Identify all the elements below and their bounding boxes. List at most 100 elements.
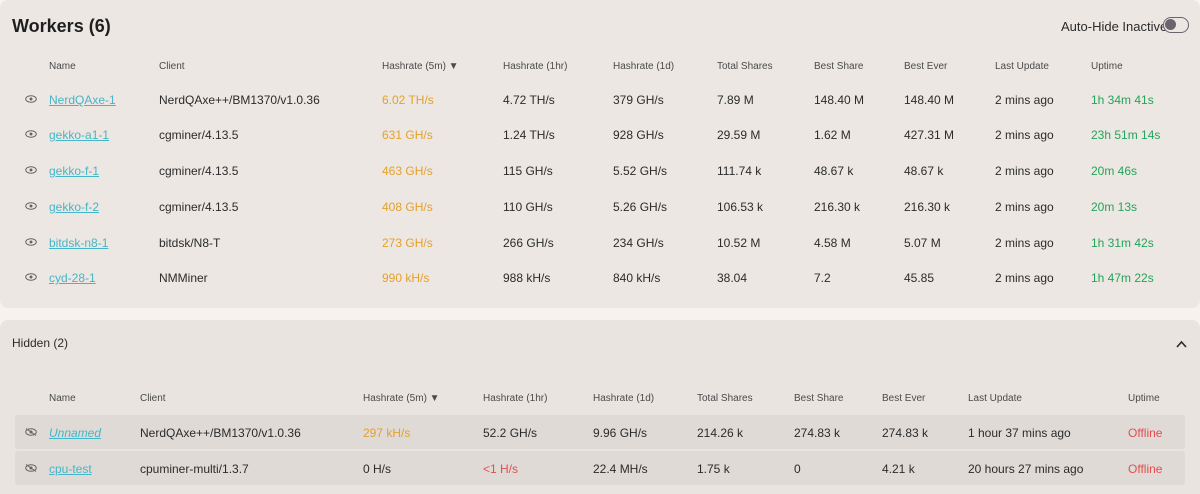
col-hashrate-1d[interactable]: Hashrate (1d) (613, 61, 675, 72)
worker-total-shares: 10.52 M (717, 236, 761, 250)
hidden-worker-best-share: 0 (794, 462, 801, 476)
hidden-worker-uptime: Offline (1128, 462, 1163, 476)
hidden-worker-name-link[interactable]: cpu-test (49, 462, 92, 476)
worker-uptime: 23h 51m 14s (1091, 128, 1161, 142)
worker-best-ever: 45.85 (904, 271, 935, 285)
hidden-col-hashrate-5m[interactable]: Hashrate (5m) ▼ (363, 393, 440, 404)
col-last-update[interactable]: Last Update (995, 61, 1049, 72)
hidden-col-hashrate-1hr[interactable]: Hashrate (1hr) (483, 393, 548, 404)
col-name: Name (49, 61, 76, 72)
worker-hashrate-1hr: 266 GH/s (503, 236, 554, 250)
worker-best-share: 7.2 (814, 271, 831, 285)
eye-icon[interactable] (25, 202, 37, 210)
worker-total-shares: 111.74 k (717, 164, 762, 178)
eye-icon[interactable] (25, 130, 37, 138)
hidden-worker-best-share: 274.83 k (794, 426, 841, 440)
worker-name-link[interactable]: NerdQAxe-1 (49, 93, 116, 107)
col-total-shares[interactable]: Total Shares (717, 61, 773, 72)
hidden-col-last-update[interactable]: Last Update (968, 393, 1022, 404)
worker-best-share: 148.40 M (814, 93, 865, 107)
worker-best-ever: 216.30 k (904, 200, 951, 214)
worker-hashrate-1d: 5.26 GH/s (613, 200, 668, 214)
worker-last-update: 2 mins ago (995, 128, 1054, 142)
hidden-col-client: Client (140, 393, 166, 404)
hidden-row-bg (15, 451, 1185, 485)
worker-uptime: 20m 46s (1091, 164, 1138, 178)
worker-best-share: 4.58 M (814, 236, 851, 250)
worker-hashrate-5m: 990 kH/s (382, 271, 430, 285)
hidden-worker-uptime: Offline (1128, 426, 1163, 440)
hidden-worker-hashrate-1hr: 52.2 GH/s (483, 426, 538, 440)
worker-best-share: 216.30 k (814, 200, 861, 214)
hidden-worker-hashrate-1d: 22.4 MH/s (593, 462, 648, 476)
hidden-col-best-ever[interactable]: Best Ever (882, 393, 926, 404)
auto-hide-toggle[interactable] (1163, 17, 1189, 33)
eye-icon[interactable] (25, 238, 37, 246)
eye-off-icon[interactable] (25, 428, 37, 436)
worker-last-update: 2 mins ago (995, 164, 1054, 178)
hidden-col-best-share[interactable]: Best Share (794, 393, 844, 404)
hidden-row-bg (15, 415, 1185, 449)
hidden-worker-last-update: 1 hour 37 mins ago (968, 426, 1071, 440)
worker-last-update: 2 mins ago (995, 93, 1054, 107)
worker-hashrate-1hr: 4.72 TH/s (503, 93, 555, 107)
worker-hashrate-1hr: 1.24 TH/s (503, 128, 555, 142)
worker-client: NerdQAxe++/BM1370/v1.0.36 (159, 93, 320, 107)
hidden-col-total-shares[interactable]: Total Shares (697, 393, 753, 404)
toggle-knob (1165, 19, 1176, 30)
worker-best-ever: 48.67 k (904, 164, 944, 178)
worker-client: bitdsk/N8-T (159, 236, 221, 250)
worker-hashrate-5m: 6.02 TH/s (382, 93, 434, 107)
worker-name-link[interactable]: cyd-28-1 (49, 271, 96, 285)
workers-panel (0, 0, 1200, 308)
chevron-up-icon[interactable] (1176, 340, 1187, 348)
eye-icon[interactable] (25, 273, 37, 281)
worker-client: cgminer/4.13.5 (159, 128, 239, 142)
col-best-ever[interactable]: Best Ever (904, 61, 948, 72)
col-uptime[interactable]: Uptime (1091, 61, 1123, 72)
worker-hashrate-1hr: 110 GH/s (503, 200, 553, 214)
hidden-worker-hashrate-5m: 0 H/s (363, 462, 392, 476)
eye-icon[interactable] (25, 95, 37, 103)
hidden-section-title[interactable]: Hidden (2) (12, 336, 69, 350)
worker-best-share: 48.67 k (814, 164, 854, 178)
hidden-worker-best-ever: 274.83 k (882, 426, 929, 440)
workers-title: Workers (6) (12, 16, 111, 36)
worker-hashrate-1hr: 115 GH/s (503, 164, 553, 178)
col-hashrate-5m[interactable]: Hashrate (5m) ▼ (382, 61, 459, 72)
worker-best-ever: 148.40 M (904, 93, 955, 107)
hidden-worker-client: NerdQAxe++/BM1370/v1.0.36 (140, 426, 301, 440)
worker-uptime: 1h 34m 41s (1091, 93, 1154, 107)
eye-icon[interactable] (25, 166, 37, 174)
worker-last-update: 2 mins ago (995, 271, 1054, 285)
worker-hashrate-5m: 408 GH/s (382, 200, 433, 214)
col-best-share[interactable]: Best Share (814, 61, 864, 72)
auto-hide-label: Auto-Hide Inactive (1061, 19, 1168, 34)
worker-uptime: 20m 13s (1091, 200, 1138, 214)
hidden-col-hashrate-1d[interactable]: Hashrate (1d) (593, 393, 655, 404)
worker-name-link[interactable]: gekko-a1-1 (49, 128, 110, 142)
worker-best-ever: 427.31 M (904, 128, 955, 142)
eye-off-icon[interactable] (25, 464, 37, 472)
worker-hashrate-1d: 5.52 GH/s (613, 164, 668, 178)
hidden-worker-last-update: 20 hours 27 mins ago (968, 462, 1084, 476)
worker-name-link[interactable]: gekko-f-1 (49, 164, 100, 178)
col-client: Client (159, 61, 185, 72)
worker-hashrate-1hr: 988 kH/s (503, 271, 551, 285)
worker-total-shares: 38.04 (717, 271, 748, 285)
col-hashrate-1hr[interactable]: Hashrate (1hr) (503, 61, 568, 72)
worker-hashrate-1d: 840 kH/s (613, 271, 661, 285)
hidden-worker-hashrate-1hr: <1 H/s (483, 462, 519, 476)
worker-uptime: 1h 47m 22s (1091, 271, 1154, 285)
hidden-col-uptime[interactable]: Uptime (1128, 393, 1160, 404)
worker-total-shares: 106.53 k (717, 200, 764, 214)
worker-hashrate-1d: 928 GH/s (613, 128, 664, 142)
worker-client: cgminer/4.13.5 (159, 164, 239, 178)
worker-name-link[interactable]: bitdsk-n8-1 (49, 236, 109, 250)
worker-name-link[interactable]: gekko-f-2 (49, 200, 100, 214)
hidden-worker-hashrate-5m: 297 kH/s (363, 426, 411, 440)
worker-client: NMMiner (159, 271, 208, 285)
worker-hashrate-5m: 631 GH/s (382, 128, 433, 142)
worker-hashrate-1d: 234 GH/s (613, 236, 664, 250)
hidden-worker-name-link[interactable]: Unnamed (49, 426, 102, 440)
